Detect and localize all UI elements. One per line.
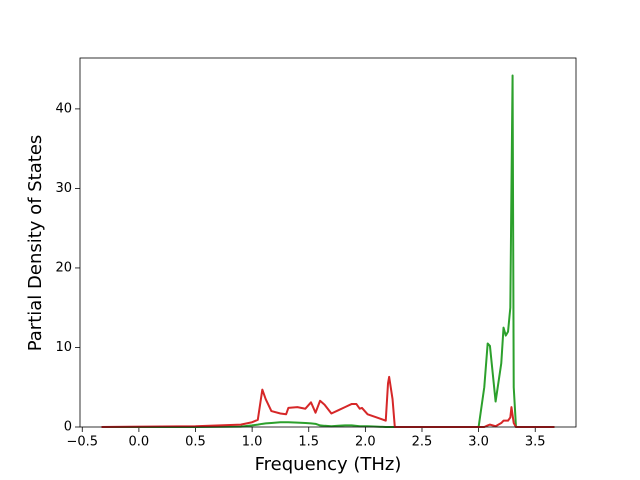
x-tick-label: 0.0	[129, 435, 150, 450]
series-line	[101, 74, 555, 428]
x-tick-label: 1.5	[298, 435, 319, 450]
x-tick-label: 3.5	[525, 435, 546, 450]
y-tick-label: 20	[55, 260, 72, 275]
y-tick-label: 0	[64, 420, 72, 435]
y-tick-label: 10	[55, 340, 72, 355]
series-line	[101, 375, 555, 428]
y-axis-label: Partial Density of States	[25, 135, 46, 352]
x-tick-label: −0.5	[66, 435, 98, 450]
plot-frame	[79, 57, 577, 428]
x-tick-label: 1.0	[242, 435, 263, 450]
x-tick-label: 2.5	[412, 435, 433, 450]
x-tick-label: 3.0	[468, 435, 489, 450]
y-tick-label: 40	[55, 101, 72, 116]
x-tick-label: 2.0	[355, 435, 376, 450]
x-tick-label: 0.5	[185, 435, 206, 450]
y-tick-label: 30	[55, 181, 72, 196]
x-axis-label: Frequency (THz)	[255, 454, 402, 475]
